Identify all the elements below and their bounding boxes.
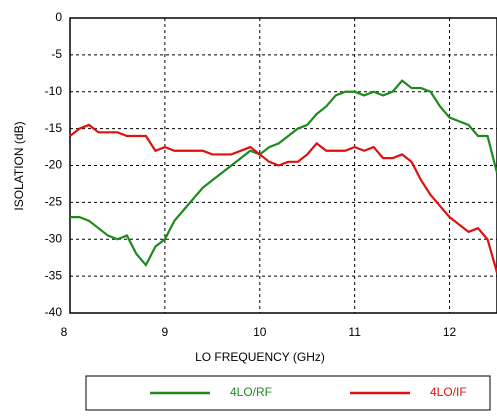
legend-label: 4LO/RF	[230, 385, 272, 399]
y-axis-label: ISOLATION (dB)	[12, 121, 26, 210]
y-tick-label: -35	[45, 268, 63, 282]
legend-box	[85, 375, 491, 411]
y-tick-label: -5	[51, 47, 62, 61]
y-tick-label: -20	[45, 158, 63, 172]
x-tick-label: 9	[162, 325, 169, 339]
y-tick-label: -25	[45, 195, 63, 209]
line-series	[69, 123, 497, 273]
plot-frame	[69, 17, 497, 314]
x-tick-label: 10	[253, 325, 267, 339]
y-tick-label: -10	[45, 84, 63, 98]
x-axis-label: LO FREQUENCY (GHz)	[195, 350, 325, 364]
legend-label: 4LO/IF	[430, 385, 467, 399]
x-tick-label: 12	[443, 325, 457, 339]
y-tick-label: 0	[55, 10, 62, 24]
y-tick-label: -30	[45, 231, 63, 245]
line-series	[70, 79, 497, 268]
y-tick-label: -40	[45, 305, 63, 319]
y-tick-label: -15	[45, 121, 63, 135]
x-tick-label: 8	[61, 325, 68, 339]
x-tick-label: 11	[348, 325, 361, 339]
